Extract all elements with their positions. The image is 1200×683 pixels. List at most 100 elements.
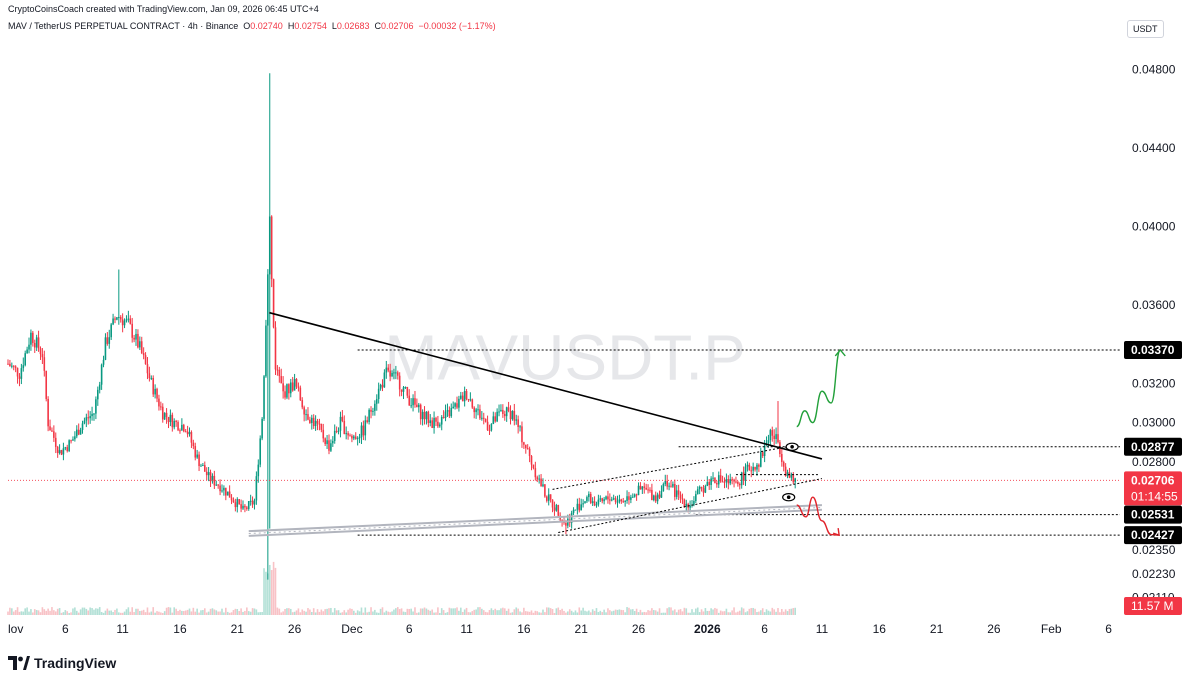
volume-bar (559, 610, 561, 615)
volume-bar (148, 612, 151, 615)
tradingview-logo[interactable]: TradingView (8, 655, 116, 671)
candle-body (324, 438, 326, 444)
candle-body (435, 417, 437, 422)
low-label: L (331, 21, 337, 31)
volume-bar (127, 607, 130, 615)
candle-body (580, 504, 582, 511)
volume-bar (482, 610, 485, 615)
candle-body (26, 349, 28, 354)
volume-bar (142, 609, 145, 615)
candle-body (402, 387, 405, 392)
watermark-text: MAVUSDT.P (384, 321, 746, 393)
volume-bar (139, 610, 141, 615)
low-value: 0.02683 (336, 21, 370, 31)
candle-body (631, 496, 634, 498)
volume-bar (641, 612, 644, 615)
volume-bar (211, 608, 214, 615)
chart-credit: CryptoCoinsCoach created with TradingVie… (8, 4, 319, 14)
volume-bar (748, 608, 751, 615)
support-channel-line (248, 504, 822, 533)
candle-body (182, 424, 185, 432)
candle-body (192, 442, 195, 447)
volume-bar (77, 612, 80, 615)
volume-bar (765, 609, 768, 615)
volume-bar (595, 608, 598, 615)
volume-bar (666, 608, 668, 615)
volume-bar (47, 608, 49, 615)
volume-bar (87, 610, 90, 615)
volume-bar (721, 611, 724, 615)
volume-bar (341, 612, 344, 615)
candle-body (47, 398, 49, 427)
candle-body (364, 420, 367, 436)
candle-body (135, 333, 137, 340)
currency-label[interactable]: USDT (1127, 20, 1164, 38)
candle-body (729, 479, 732, 484)
candle-body (641, 486, 644, 490)
candle-body (125, 319, 128, 321)
candle-body (674, 483, 676, 497)
volume-bar (553, 612, 556, 615)
candle-body (28, 344, 30, 350)
volume-bar (654, 610, 657, 615)
candle-body (599, 498, 602, 500)
volume-bar (458, 610, 460, 615)
volume-bar (716, 608, 718, 615)
volume-bar (215, 610, 218, 615)
volume-bar (557, 607, 560, 615)
candle-body (595, 504, 598, 506)
volume-bar (584, 610, 586, 615)
candle-body (416, 404, 418, 408)
volume-bar (771, 607, 774, 615)
candle-body (653, 495, 655, 501)
volume-bar (116, 608, 118, 615)
candle-body (104, 337, 107, 360)
volume-bar (51, 607, 53, 615)
candle-body (198, 454, 200, 467)
candle-body (633, 494, 636, 497)
candle-body (100, 364, 103, 385)
candle-body (95, 399, 97, 414)
volume-bar (18, 611, 21, 615)
volume-bar (515, 607, 518, 615)
candle-body (203, 465, 206, 472)
candle-body (91, 413, 93, 417)
current-price-label: 0.02706 (1131, 473, 1175, 487)
volume-bar (307, 608, 309, 615)
volume-bar (163, 611, 166, 615)
candle-body (731, 479, 733, 481)
candle-body (679, 494, 682, 499)
volume-bar (544, 612, 546, 615)
volume-bar (374, 609, 376, 615)
volume-bar (345, 612, 347, 615)
candle-body (670, 485, 672, 487)
candle-body (284, 391, 286, 398)
volume-bar (513, 609, 516, 615)
candle-body (439, 424, 441, 427)
candle-body (410, 405, 412, 407)
candle-body (148, 373, 151, 379)
candle-body (689, 505, 691, 508)
x-tick-label: 11 (460, 622, 473, 636)
volume-bar (460, 607, 462, 615)
candle-body (54, 437, 57, 447)
volume-bar (618, 609, 621, 615)
volume-bar (433, 612, 435, 615)
candle-body (784, 466, 787, 476)
volume-bar (610, 611, 613, 615)
volume-bar (475, 609, 477, 615)
volume-bar (119, 612, 122, 615)
candle-body (142, 353, 145, 356)
volume-bar (333, 608, 336, 615)
candle-body (209, 472, 212, 482)
volume-bar (192, 607, 195, 615)
candle-body (507, 407, 510, 412)
volume-bar (412, 611, 414, 615)
candle-body (301, 400, 304, 408)
volume-bar (494, 608, 497, 615)
candle-body (576, 503, 579, 510)
candle-body (217, 484, 219, 486)
volume-bar (593, 610, 596, 615)
volume-bar (196, 608, 198, 615)
